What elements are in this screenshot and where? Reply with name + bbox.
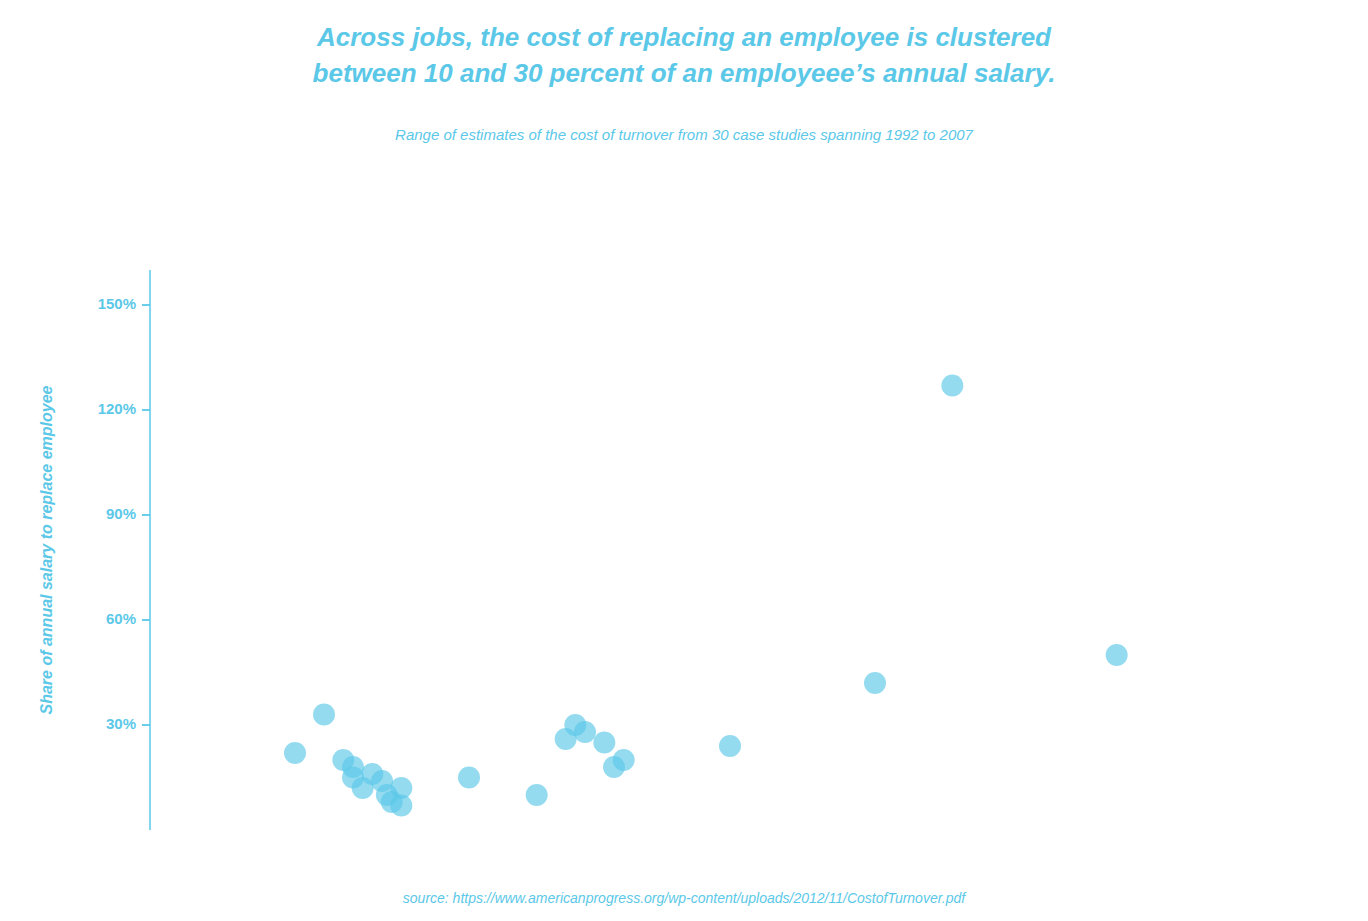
- y-tick: [142, 514, 150, 516]
- point: [284, 742, 306, 764]
- point: [864, 672, 886, 694]
- source-note: source: https://www.americanprogress.org…: [403, 890, 967, 906]
- point: [719, 735, 741, 757]
- point: [313, 704, 335, 726]
- point: [593, 732, 615, 754]
- y-tick-label: 30%: [106, 715, 136, 732]
- y-tick: [142, 724, 150, 726]
- y-tick-label: 60%: [106, 610, 136, 627]
- y-tick-label: 150%: [98, 295, 136, 312]
- points: [284, 375, 1128, 817]
- y-tick-label: 90%: [106, 505, 136, 522]
- y-tick-label: 120%: [98, 400, 136, 417]
- subtitle: Range of estimates of the cost of turnov…: [395, 126, 974, 143]
- point: [1106, 644, 1128, 666]
- y-axis-line: [149, 270, 151, 830]
- y-tick: [142, 304, 150, 306]
- point: [574, 721, 596, 743]
- point: [941, 375, 963, 397]
- chart: Across jobs, the cost of replacing an em…: [0, 0, 1368, 921]
- point: [613, 749, 635, 771]
- y-tick: [142, 619, 150, 621]
- y-tick: [142, 409, 150, 411]
- point: [390, 795, 412, 817]
- background: [0, 0, 1368, 921]
- title: Across jobs, the cost of replacing an em…: [316, 22, 1052, 52]
- point: [526, 784, 548, 806]
- y-axis-label: Share of annual salary to replace employ…: [38, 385, 55, 714]
- point: [458, 767, 480, 789]
- title: between 10 and 30 percent of an employee…: [313, 58, 1056, 88]
